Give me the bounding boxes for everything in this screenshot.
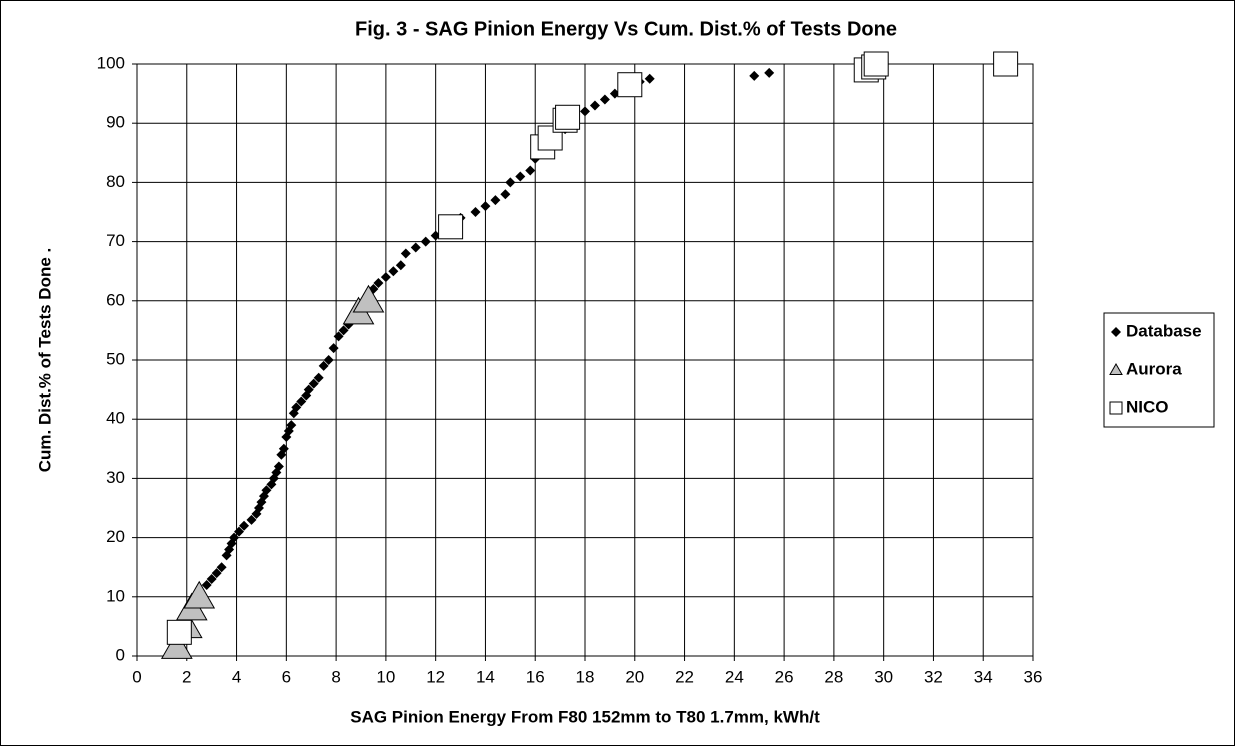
point [420, 236, 431, 247]
legend-marker [1109, 401, 1123, 415]
point [352, 284, 385, 313]
point [229, 532, 240, 543]
point [749, 70, 760, 81]
point [286, 420, 297, 431]
legend-label: Aurora [1126, 359, 1182, 378]
x-tick-label: 10 [376, 667, 395, 686]
point [183, 580, 216, 609]
point [373, 278, 384, 289]
x-tick-label: 14 [476, 667, 495, 686]
point [863, 51, 889, 77]
x-tick-label: 0 [132, 667, 141, 686]
x-tick-label: 28 [824, 667, 843, 686]
point [993, 51, 1019, 77]
x-tick-label: 18 [576, 667, 595, 686]
x-tick-label: 6 [282, 667, 291, 686]
point [555, 104, 581, 130]
legend-marker [1109, 362, 1123, 375]
x-tick-label: 22 [675, 667, 694, 686]
point [388, 266, 399, 277]
legend-label: Database [1126, 321, 1202, 340]
x-tick-label: 2 [182, 667, 191, 686]
point [400, 248, 411, 259]
point [318, 360, 329, 371]
point [261, 485, 272, 496]
point [313, 372, 324, 383]
point [515, 171, 526, 182]
x-tick-label: 20 [625, 667, 644, 686]
point [395, 260, 406, 271]
point [166, 619, 192, 645]
point [328, 343, 339, 354]
legend-marker [1111, 327, 1121, 337]
x-tick-label: 12 [426, 667, 445, 686]
y-tick-label: 80 [106, 172, 125, 191]
legend-label: NICO [1126, 397, 1169, 416]
x-tick-label: 34 [974, 667, 993, 686]
point [438, 214, 464, 240]
y-tick-label: 40 [106, 409, 125, 428]
point [580, 106, 590, 117]
point [234, 526, 245, 537]
point [206, 574, 217, 585]
x-tick-label: 36 [1024, 667, 1043, 686]
y-tick-label: 30 [106, 468, 125, 487]
point [246, 514, 257, 525]
y-tick-label: 60 [106, 290, 125, 309]
point [216, 562, 227, 573]
point [211, 568, 222, 579]
point [333, 331, 344, 342]
x-tick-label: 26 [775, 667, 794, 686]
y-tick-label: 20 [106, 527, 125, 546]
x-tick-label: 32 [924, 667, 943, 686]
point [278, 443, 289, 454]
point [410, 242, 421, 253]
chart-title: Fig. 3 - SAG Pinion Energy Vs Cum. Dist.… [355, 18, 897, 40]
point [490, 195, 501, 206]
x-tick-label: 16 [526, 667, 545, 686]
point [338, 325, 349, 336]
point [617, 72, 643, 98]
point [308, 378, 319, 389]
x-axis-title: SAG Pinion Energy From F80 152mm to T80 … [350, 707, 820, 726]
y-tick-label: 0 [116, 645, 125, 664]
y-tick-label: 50 [106, 349, 125, 368]
point [273, 461, 284, 472]
x-tick-label: 30 [874, 667, 893, 686]
y-tick-label: 90 [106, 113, 125, 132]
point [201, 579, 212, 590]
point [303, 384, 314, 395]
y-tick-label: 10 [106, 586, 125, 605]
point [470, 207, 481, 217]
point [296, 396, 307, 407]
y-tick-label: 100 [97, 53, 125, 72]
point [764, 67, 775, 78]
point [644, 73, 655, 84]
x-tick-label: 24 [725, 667, 744, 686]
point [291, 402, 302, 413]
point [480, 201, 491, 212]
point [500, 189, 511, 200]
x-tick-label: 8 [331, 667, 340, 686]
point [239, 520, 250, 531]
point [323, 355, 334, 365]
point [525, 165, 536, 176]
y-tick-label: 70 [106, 231, 125, 250]
point [505, 177, 516, 188]
y-axis-title: Cum. Dist.% of Tests Done . [35, 248, 54, 473]
point [380, 272, 391, 283]
point [599, 94, 610, 105]
point [160, 631, 193, 659]
point [589, 100, 600, 111]
x-tick-label: 4 [232, 667, 241, 686]
